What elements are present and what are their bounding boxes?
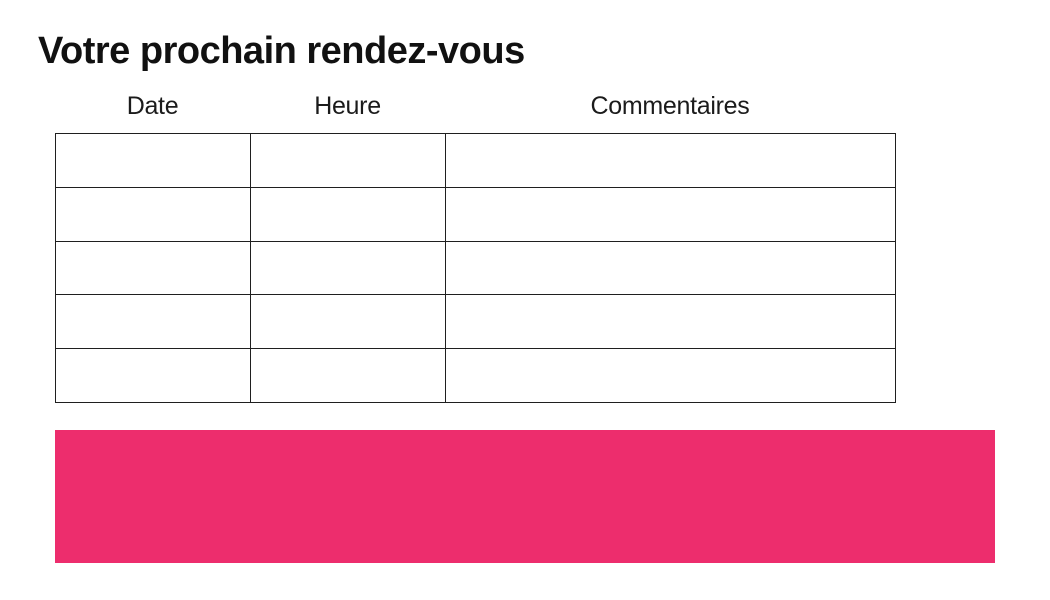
table-cell bbox=[55, 348, 251, 403]
table-cell bbox=[55, 240, 251, 296]
appointments-table-body bbox=[55, 133, 896, 403]
appointments-table bbox=[55, 133, 896, 403]
table-cell bbox=[445, 240, 896, 296]
table-cell bbox=[445, 186, 896, 242]
table-cell bbox=[250, 348, 446, 403]
page-title: Votre prochain rendez-vous bbox=[38, 30, 525, 72]
table-cell bbox=[250, 186, 446, 242]
table-column-headers: Date Heure Commentaires bbox=[55, 92, 895, 121]
table-cell bbox=[250, 240, 446, 296]
table-row bbox=[55, 348, 896, 403]
table-cell bbox=[55, 186, 251, 242]
table-cell bbox=[55, 294, 251, 350]
table-row bbox=[55, 294, 896, 350]
table-row bbox=[55, 186, 896, 242]
table-row bbox=[55, 240, 896, 296]
table-cell bbox=[445, 348, 896, 403]
column-header-date: Date bbox=[126, 92, 179, 120]
table-cell bbox=[250, 133, 446, 188]
table-cell bbox=[55, 133, 251, 188]
table-cell bbox=[445, 133, 896, 188]
table-cell bbox=[250, 294, 446, 350]
column-header-commentaires: Commentaires bbox=[590, 92, 750, 120]
pink-banner bbox=[55, 430, 995, 563]
table-row bbox=[55, 133, 896, 188]
table-cell bbox=[445, 294, 896, 350]
column-header-heure: Heure bbox=[314, 92, 381, 120]
